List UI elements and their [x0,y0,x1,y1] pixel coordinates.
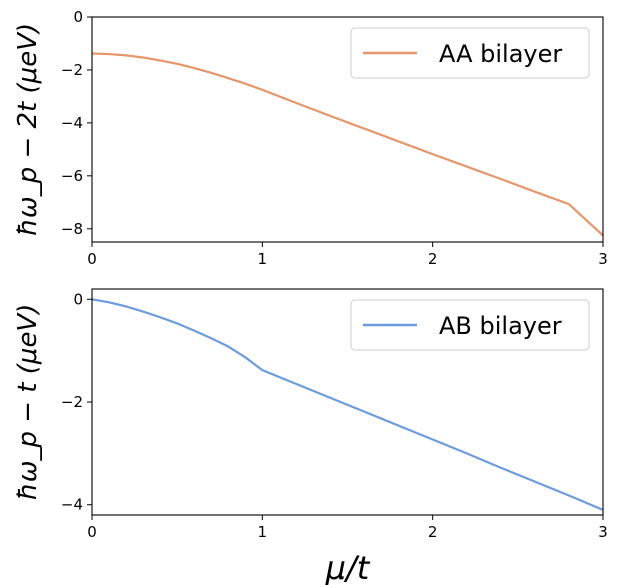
y-tick-label: −2 [61,61,83,79]
x-axis-label: μ/t [325,549,371,585]
y-tick-label: −4 [61,114,83,132]
y-tick-label: 0 [73,290,83,308]
legend-box [350,27,590,79]
x-tick-label: 2 [428,250,438,268]
panel-ab-bilayer: 0 1 2 3 0 −2 −4 ħω_p − t (μeV) μ/t AB bilayer [13,288,608,585]
y-tick-label: −8 [61,220,83,238]
x-tick-label: 0 [87,250,97,268]
axes-frame [91,16,604,243]
x-tick-label: 1 [258,523,268,541]
x-tick-label: 2 [428,523,438,541]
panel-aa-bilayer: 0 1 2 3 0 −2 −4 −6 −8 ħω_p − 2t (μeV) AA bilayer [13,8,608,268]
x-tick-label: 3 [598,523,608,541]
x-tick-label: 0 [87,523,97,541]
x-tick-label: 1 [258,250,268,268]
y-axis-label: ħω_p − t (μeV) [13,304,43,501]
y-tick-label: −2 [61,393,83,411]
legend-entry: AA bilayer [439,40,562,68]
y-tick-label: −6 [61,167,83,185]
legend-entry: AB bilayer [439,312,562,340]
y-tick-label: −4 [61,496,83,514]
legend: AB bilayer [350,299,590,351]
legend-box [350,299,590,351]
x-tick-label: 3 [598,250,608,268]
y-axis-label: ħω_p − 2t (μeV) [13,23,43,236]
series-line-ab-bilayer [91,298,604,511]
series-line-aa-bilayer [91,52,604,237]
legend: AA bilayer [350,27,590,79]
y-tick-label: 0 [73,8,83,26]
